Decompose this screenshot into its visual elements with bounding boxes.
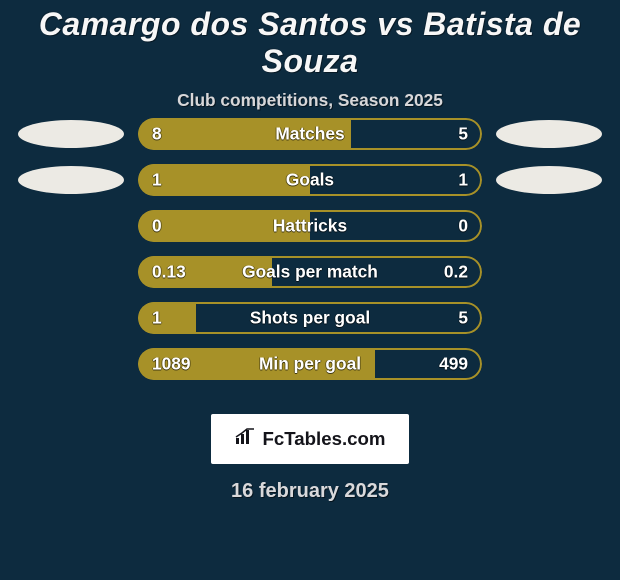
stat-value-left: 0.13 <box>152 262 186 283</box>
stat-bar: Hattricks 0 0 <box>138 210 482 242</box>
stat-row: Min per goal 1089 499 <box>0 348 620 380</box>
stat-bar-right-segment <box>310 164 482 196</box>
player-left-ellipse <box>18 166 124 194</box>
stat-row: Goals 1 1 <box>0 164 620 196</box>
stat-bar: Matches 8 5 <box>138 118 482 150</box>
stat-value-right: 0.2 <box>444 262 468 283</box>
logo-text: FcTables.com <box>262 428 385 450</box>
stat-bar-left-segment <box>138 164 310 196</box>
stat-bar: Goals per match 0.13 0.2 <box>138 256 482 288</box>
stat-row: Goals per match 0.13 0.2 <box>0 256 620 288</box>
stat-value-right: 1 <box>458 170 468 191</box>
comparison-infographic: Camargo dos Santos vs Batista de Souza C… <box>0 0 620 580</box>
stat-bar: Min per goal 1089 499 <box>138 348 482 380</box>
stat-bar-left-segment <box>138 302 196 334</box>
stat-bar: Shots per goal 1 5 <box>138 302 482 334</box>
stat-rows: Matches 8 5 Goals 1 1 Hattricks 0 0 Goals per mat… <box>0 118 620 380</box>
player-left-ellipse <box>18 120 124 148</box>
stat-value-right: 499 <box>439 354 468 375</box>
stat-bar: Goals 1 1 <box>138 164 482 196</box>
footer: FcTables.com 16 february 2025 <box>0 392 620 503</box>
stat-value-right: 0 <box>458 216 468 237</box>
stat-row: Shots per goal 1 5 <box>0 302 620 334</box>
stat-value-right: 5 <box>458 124 468 145</box>
figure-date: 16 february 2025 <box>0 480 620 503</box>
player-right-ellipse <box>496 166 602 194</box>
player-right-ellipse <box>496 120 602 148</box>
stat-row: Matches 8 5 <box>0 118 620 150</box>
stat-label: Goals <box>286 170 334 191</box>
stat-label: Matches <box>275 124 344 145</box>
bar-chart-icon <box>234 428 256 450</box>
stat-value-left: 8 <box>152 124 162 145</box>
stat-label: Shots per goal <box>250 308 370 329</box>
stat-label: Min per goal <box>259 354 361 375</box>
stat-value-left: 0 <box>152 216 162 237</box>
stat-value-left: 1 <box>152 170 162 191</box>
page-subtitle: Club competitions, Season 2025 <box>0 90 620 111</box>
page-title: Camargo dos Santos vs Batista de Souza <box>0 0 620 80</box>
stat-value-left: 1 <box>152 308 162 329</box>
fctables-logo: FcTables.com <box>211 414 409 464</box>
stat-label: Goals per match <box>242 262 378 283</box>
stat-row: Hattricks 0 0 <box>0 210 620 242</box>
stat-label: Hattricks <box>273 216 347 237</box>
stat-value-right: 5 <box>458 308 468 329</box>
stat-value-left: 1089 <box>152 354 191 375</box>
